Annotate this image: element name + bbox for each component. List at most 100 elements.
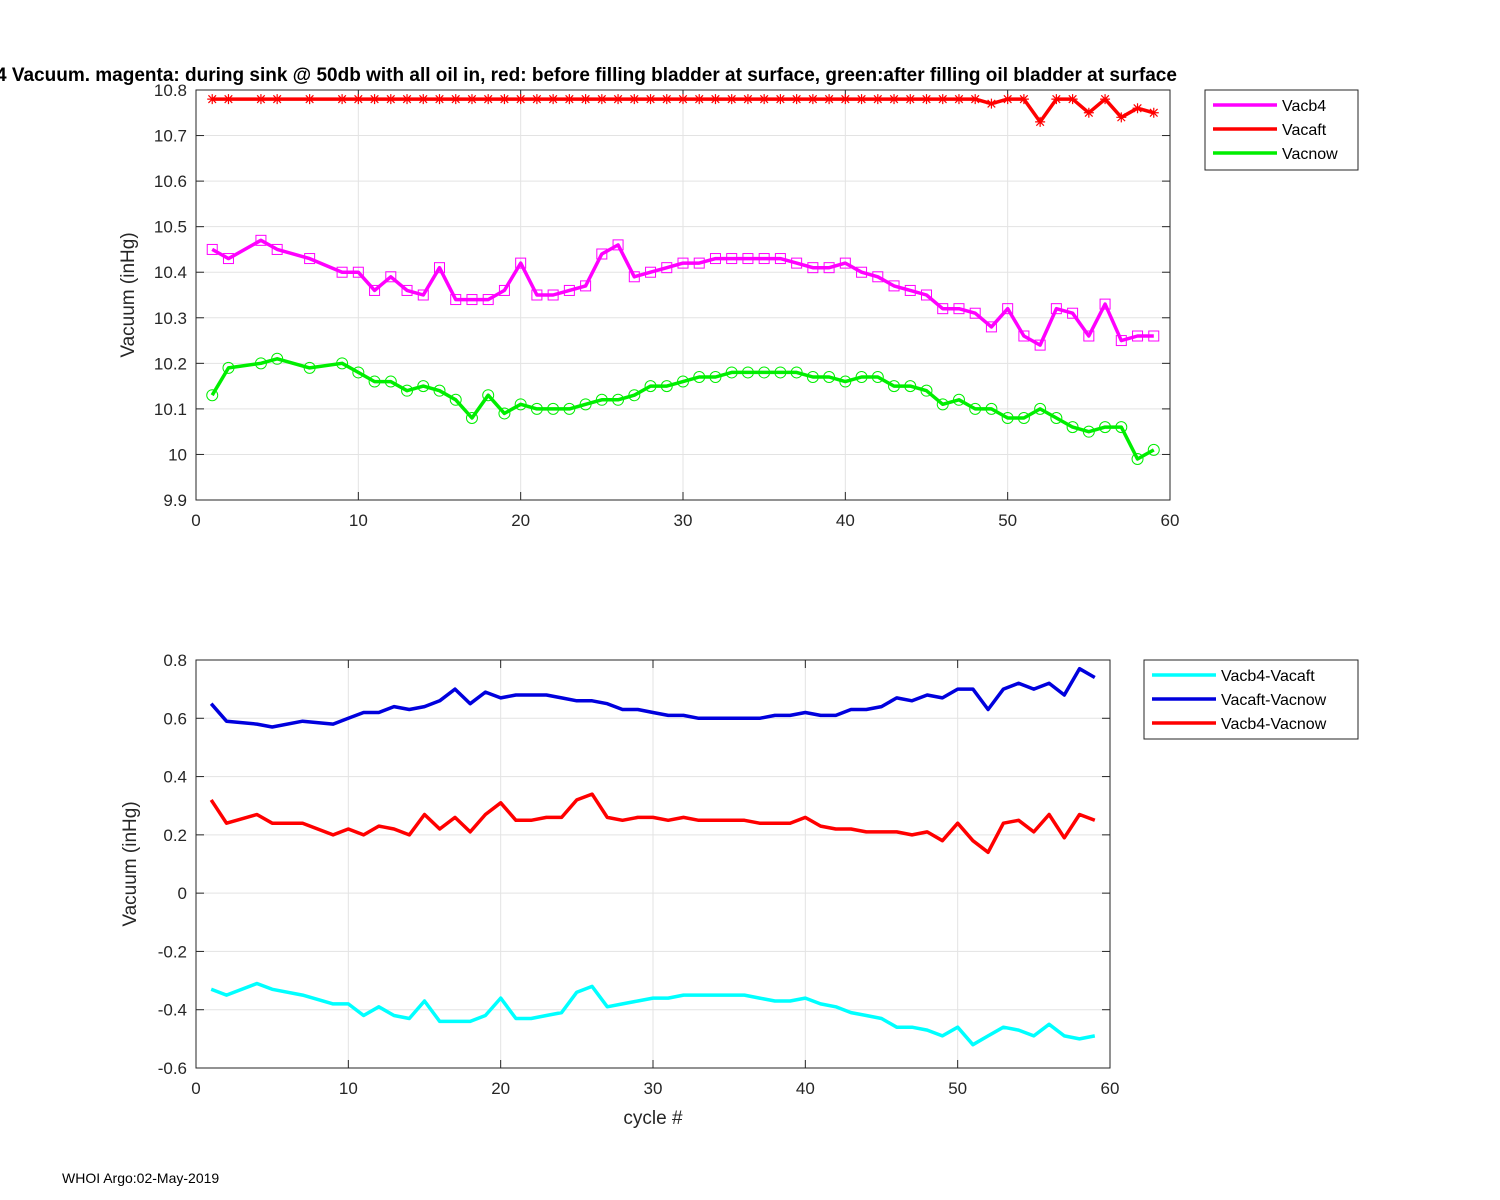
data-point <box>871 371 884 383</box>
x-axis-label: cycle # <box>623 1108 683 1129</box>
data-point <box>596 94 607 105</box>
data-point <box>742 94 753 105</box>
x-tick-label: 50 <box>998 511 1017 530</box>
series-line <box>210 981 1096 1047</box>
data-point <box>337 94 348 105</box>
data-point <box>530 402 543 415</box>
data-point <box>1035 116 1046 127</box>
x-tick-label: 40 <box>796 1079 815 1098</box>
data-point <box>498 407 511 420</box>
data-point <box>677 375 689 388</box>
data-point <box>368 375 381 388</box>
data-point <box>970 94 981 105</box>
data-point <box>904 284 916 296</box>
data-point <box>1002 303 1014 315</box>
data-point <box>255 94 266 105</box>
y-tick-label: 10 <box>168 445 187 464</box>
y-tick-label: 0.4 <box>163 768 187 787</box>
data-point <box>206 243 218 255</box>
data-point <box>1115 421 1128 434</box>
data-point <box>953 94 964 105</box>
x-tick-label: 40 <box>836 511 855 530</box>
data-point <box>433 384 446 397</box>
data-point <box>595 393 608 406</box>
data-point <box>402 94 413 105</box>
legend-entry: Vacnow <box>1282 146 1338 163</box>
data-point <box>661 262 673 274</box>
data-point <box>1132 330 1144 342</box>
data-point <box>758 253 770 265</box>
data-point <box>418 94 429 105</box>
data-point <box>936 398 949 411</box>
series-vacaft-vacnow <box>209 666 1096 729</box>
data-point <box>629 94 640 105</box>
bottom-panel: 0 10 20 30 40 50 60 -0.6 -0.4 -0.2 0 0.2 0.4 0.6 0.8 Va… <box>120 651 1359 1129</box>
legend-entry: Vacb4 <box>1282 98 1326 115</box>
footer-text: WHOI Argo:02-May-2019 <box>62 1170 219 1186</box>
data-point <box>921 94 932 105</box>
data-point <box>579 398 592 411</box>
data-point <box>726 253 738 265</box>
data-point <box>1115 335 1127 347</box>
data-point <box>353 94 364 105</box>
data-point <box>774 366 787 379</box>
data-point <box>482 294 494 306</box>
x-tick-label: 60 <box>1161 511 1180 530</box>
y-tick-label: 10.5 <box>154 218 187 237</box>
data-point <box>1083 330 1095 342</box>
data-point <box>741 366 754 379</box>
y-tick-label: 9.9 <box>163 491 187 510</box>
data-point <box>1051 94 1062 105</box>
data-point <box>1050 303 1062 315</box>
data-point <box>580 280 592 292</box>
data-point <box>531 289 543 301</box>
data-point <box>1099 421 1112 434</box>
series-line <box>211 238 1154 347</box>
data-point <box>531 94 542 105</box>
data-point <box>889 94 900 105</box>
data-point <box>710 94 721 105</box>
figure-title: 4 Vacuum. magenta: during sink @ 50db wi… <box>0 65 1177 86</box>
data-point <box>1034 339 1046 351</box>
axes-box <box>195 89 1171 501</box>
data-point <box>547 402 560 415</box>
data-point <box>271 352 284 365</box>
data-point <box>807 94 818 105</box>
y-tick-label: 10.7 <box>154 127 187 146</box>
data-point <box>417 289 429 301</box>
data-point <box>1066 421 1079 434</box>
data-point <box>1018 94 1029 105</box>
x-tick-label: 0 <box>191 511 200 530</box>
data-point <box>807 262 819 274</box>
data-point <box>693 257 705 269</box>
data-point <box>952 393 965 406</box>
series-vacb4 <box>206 234 1160 351</box>
data-point <box>628 271 640 283</box>
data-point <box>515 94 526 105</box>
data-point <box>401 384 414 397</box>
data-point <box>222 253 234 265</box>
data-point <box>774 253 786 265</box>
data-point <box>223 94 234 105</box>
data-point <box>449 393 462 406</box>
y-axis-label: Vacuum (inHg) <box>120 801 141 926</box>
data-point <box>434 94 445 105</box>
y-tick-label: 10.6 <box>154 172 187 191</box>
x-tick-label: 10 <box>349 511 368 530</box>
data-point <box>564 94 575 105</box>
series-line <box>209 792 1096 855</box>
data-point <box>1082 425 1095 438</box>
series-vacb4-vacaft <box>210 981 1096 1047</box>
data-point <box>450 94 461 105</box>
x-tick-label: 50 <box>948 1079 967 1098</box>
data-point <box>548 94 559 105</box>
y-tick-label: -0.4 <box>158 1001 187 1020</box>
data-point <box>888 280 900 292</box>
data-point <box>369 284 381 296</box>
series-line <box>210 357 1155 461</box>
data-point <box>596 248 608 260</box>
data-point <box>385 94 396 105</box>
y-tick-label: -0.6 <box>158 1059 187 1078</box>
data-point <box>272 94 283 105</box>
